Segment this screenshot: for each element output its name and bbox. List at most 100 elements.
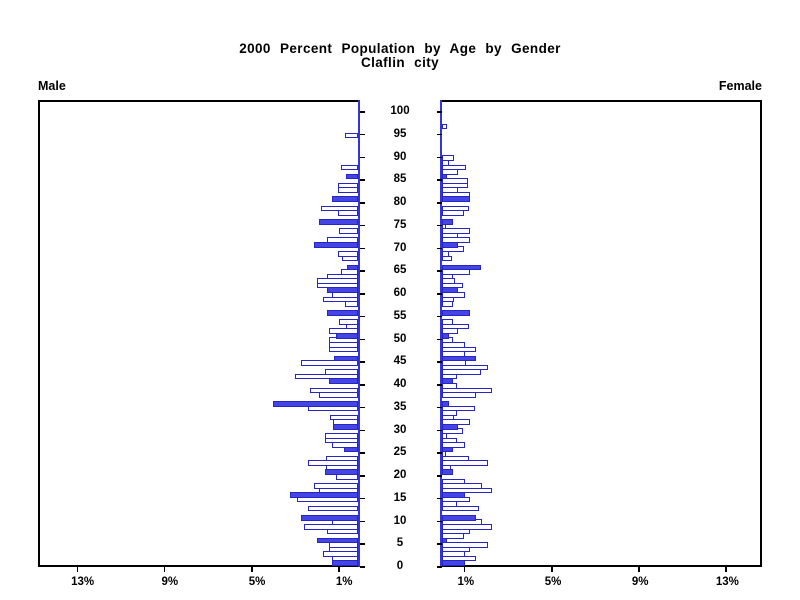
male-bar-age-8 [303,524,358,530]
age-tick-label-20: 20 [393,469,407,481]
male-pct-tick-5 [251,567,253,572]
male-bar-age-42 [325,369,358,375]
male-age-tick-10 [360,520,365,522]
age-tick-label-10: 10 [393,514,407,527]
female-age-tick-30 [437,429,442,431]
male-bar-age-94 [344,132,358,139]
male-bar-age-75 [318,219,358,225]
female-age-tick-0 [437,566,442,568]
female-pct-tick-9 [638,567,640,572]
age-tick-label-0: 0 [396,560,404,572]
female-bar-age-89 [442,155,454,162]
female-axis-header: Female [718,79,762,93]
female-bar-age-73 [442,228,470,234]
male-bar-age-32 [329,414,358,421]
female-bar-age-78 [442,205,470,212]
male-age-tick-85 [360,179,365,181]
male-bar-age-23 [326,455,358,462]
female-age-tick-85 [437,179,442,181]
female-pct-tick-13 [725,567,727,572]
female-bar-age-4 [442,542,488,548]
female-pct-tick-label-13: 13% [715,576,739,588]
female-bar-age-75 [442,219,453,225]
female-bar-age-52 [442,323,470,330]
female-age-tick-35 [437,406,442,409]
female-age-tick-55 [437,315,442,318]
female-bar-age-27 [442,437,458,444]
male-age-tick-80 [360,202,365,204]
female-age-tick-65 [437,270,442,272]
male-bar-age-28 [325,433,358,439]
female-bar-age-84 [442,178,469,184]
female-age-tick-100 [437,111,442,113]
female-pct-tick-label-9: 9% [631,576,649,588]
male-bar-age-53 [339,319,358,325]
male-bar-age-5 [316,537,358,544]
male-response-axis [358,100,360,567]
male-bar-age-45 [334,355,358,362]
male-panel [38,100,360,567]
chart-title-line2: Claflin city [360,55,440,70]
female-age-tick-60 [437,293,442,295]
male-bar-age-10 [301,514,358,521]
male-pct-tick-label-5: 5% [248,576,266,588]
female-age-tick-95 [437,133,442,136]
male-age-tick-40 [360,384,365,386]
male-age-tick-35 [360,406,365,409]
female-pct-tick-label-1: 1% [457,576,475,588]
male-age-tick-0 [360,566,365,568]
female-age-tick-10 [437,520,442,522]
age-tick-label-70: 70 [393,241,407,254]
female-bar-age-31 [442,419,471,425]
female-bar-age-35 [442,401,449,407]
male-bar-age-87 [340,164,358,171]
male-age-tick-60 [360,293,365,295]
female-pct-tick-5 [551,567,553,572]
female-age-tick-80 [437,202,442,204]
female-panel [440,100,762,567]
male-age-tick-5 [360,543,365,545]
male-pct-tick-label-1: 1% [335,576,353,588]
female-bar-age-87 [442,164,466,171]
female-age-tick-70 [437,247,442,249]
age-tick-label-15: 15 [393,491,407,504]
age-tick-label-40: 40 [393,378,407,390]
age-tick-label-55: 55 [393,309,407,322]
age-tick-label-100: 100 [390,105,410,117]
male-pct-tick-13 [76,567,79,572]
age-tick-label-25: 25 [393,446,407,459]
age-tick-label-65: 65 [393,264,407,277]
male-pct-tick-label-9: 9% [161,576,179,588]
age-tick-label-5: 5 [396,537,404,550]
female-age-tick-40 [437,384,442,386]
age-tick-label-95: 95 [393,127,407,140]
female-age-tick-50 [437,338,442,340]
male-bar-age-38 [310,387,358,394]
male-age-tick-50 [360,338,365,340]
female-bar-age-96 [442,123,448,130]
male-bar-age-65 [347,264,358,271]
male-bar-age-80 [331,196,358,202]
female-bar-age-10 [442,514,476,521]
male-age-tick-20 [360,475,365,477]
age-tick-label-80: 80 [393,196,407,208]
male-bar-age-85 [346,173,358,180]
age-tick-label-50: 50 [393,332,407,345]
female-bar-age-38 [442,387,493,394]
female-age-tick-75 [437,224,442,227]
male-age-tick-100 [360,111,365,113]
male-bar-age-51 [328,328,358,334]
male-bar-age-55 [327,310,358,316]
male-age-tick-15 [360,497,365,500]
age-tick-label-45: 45 [393,355,407,368]
male-bar-age-71 [327,237,358,243]
male-bar-age-44 [301,360,358,366]
male-bar-age-35 [272,401,358,407]
female-bar-age-65 [442,264,482,271]
male-age-tick-25 [360,452,365,454]
female-age-tick-45 [437,361,442,363]
female-response-axis [440,100,442,567]
female-bar-age-48 [442,342,465,348]
female-pct-tick-label-5: 5% [544,576,562,588]
age-tick-label-30: 30 [393,423,407,436]
